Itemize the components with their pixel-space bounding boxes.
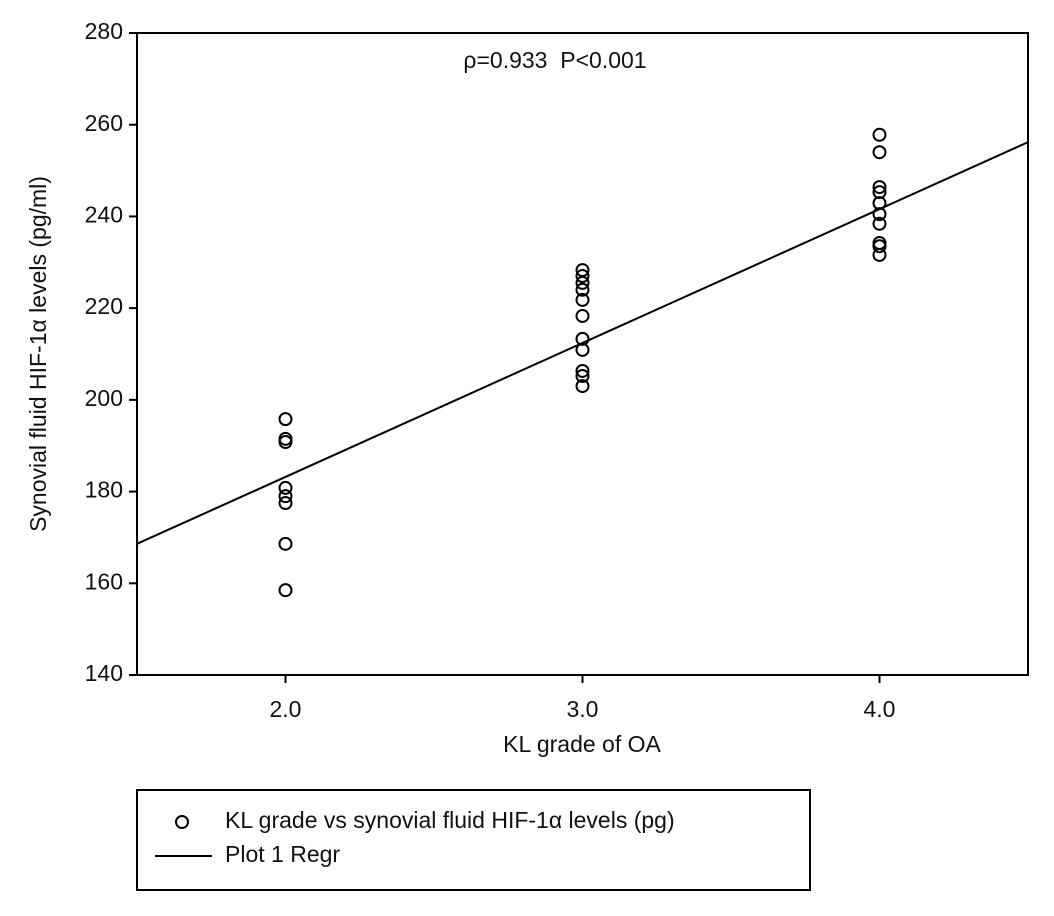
y-tick-label: 180 (85, 477, 123, 503)
regression-line (136, 141, 1029, 545)
data-point (575, 292, 590, 307)
data-point (575, 379, 590, 394)
y-tick-label: 220 (85, 293, 123, 319)
data-point (575, 282, 590, 297)
legend-label: Plot 1 Regr (225, 841, 340, 867)
y-tick-label: 280 (85, 18, 123, 44)
y-tick-label: 240 (85, 202, 123, 228)
y-tick-label: 260 (85, 110, 123, 136)
x-tick-label: 4.0 (864, 696, 896, 722)
x-tick-label: 2.0 (270, 696, 302, 722)
x-axis-label: KL grade of OA (503, 731, 661, 757)
legend-box (136, 789, 811, 891)
data-point (278, 412, 293, 427)
y-tick-label: 160 (85, 568, 123, 594)
data-point (575, 369, 590, 384)
legend-label: KL grade vs synovial fluid HIF-1α levels… (225, 807, 675, 833)
legend-marker (175, 815, 189, 829)
data-point (278, 489, 293, 504)
data-point (872, 127, 887, 142)
data-point (872, 180, 887, 195)
data-point (872, 247, 887, 262)
data-point (872, 216, 887, 231)
data-point (278, 583, 293, 598)
y-tick-label: 140 (85, 660, 123, 686)
annotation: ρ=0.933 P<0.001 (463, 47, 646, 73)
plot-frame (136, 32, 1029, 676)
data-point (278, 435, 293, 450)
x-tick-label: 3.0 (567, 696, 599, 722)
data-point (575, 308, 590, 323)
y-tick-label: 200 (85, 385, 123, 411)
data-point (575, 275, 590, 290)
data-point (278, 536, 293, 551)
data-point (872, 239, 887, 254)
data-point (278, 496, 293, 511)
data-point (278, 480, 293, 495)
data-point (872, 145, 887, 160)
data-point (575, 363, 590, 378)
data-point (575, 269, 590, 284)
y-axis-label: Synovial fluid HIF-1α levels (pg/ml) (25, 176, 51, 532)
